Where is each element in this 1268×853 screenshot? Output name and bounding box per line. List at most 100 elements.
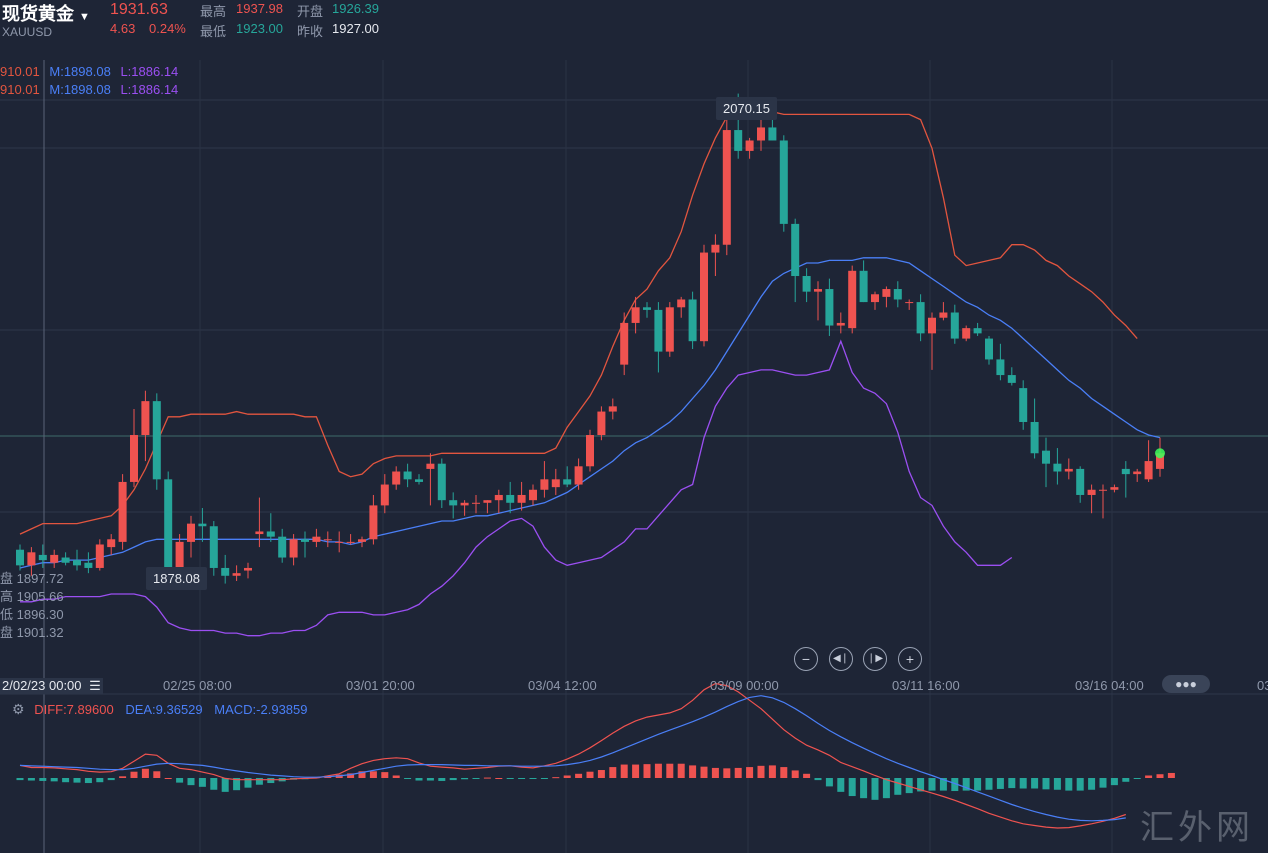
macd-histogram-bar [426, 778, 434, 781]
macd-histogram-bar [1042, 778, 1050, 790]
candle-body [597, 411, 606, 436]
candle-body [16, 549, 24, 566]
cursor-time: 2/02/23 00:00 ☰ [0, 678, 103, 694]
price-change-pct: 0.24% [149, 21, 186, 36]
crosshair-close: 盘 1901.32 [0, 625, 64, 640]
macd-histogram-bar [917, 778, 925, 792]
candle-body [688, 299, 697, 342]
time-axis: 2/02/23 00:00 ☰ 02/25 08:00 03/01 20:00 … [0, 675, 1268, 695]
candle-body [1099, 489, 1107, 491]
macd-histogram-bar [666, 763, 674, 778]
macd-histogram-bar [198, 778, 206, 787]
macd-histogram-bar [939, 778, 947, 791]
candle-body [175, 541, 184, 579]
macd-histogram-bar [141, 768, 149, 778]
macd-histogram-bar [96, 778, 104, 783]
macd-histogram-bar [1122, 778, 1130, 782]
first-icon[interactable]: ◀❘ [829, 647, 853, 671]
macd-histogram-bar [962, 778, 970, 791]
zoom-out-icon[interactable]: − [794, 647, 818, 671]
macd-histogram-bar [803, 773, 811, 778]
low-label: 最低 [200, 24, 227, 39]
candle-body [859, 270, 868, 303]
macd-histogram-bar [255, 778, 263, 785]
candle-body [152, 401, 161, 480]
candle-body [95, 544, 104, 568]
time-label: 03/11 16:00 [892, 678, 960, 693]
candle-body [403, 471, 412, 480]
time-label: 03/09 00:00 [710, 678, 779, 693]
candle-body [745, 140, 754, 151]
candle-body [472, 502, 480, 504]
macd-histogram-bar [472, 778, 480, 779]
macd-histogram-bar [1145, 775, 1153, 778]
last-icon[interactable]: ❘▶ [863, 647, 887, 671]
zoom-in-icon[interactable]: + [898, 647, 922, 671]
macd-histogram-bar [780, 767, 788, 778]
candle-body [266, 531, 275, 537]
candle-body [893, 289, 902, 300]
low-value: 1923.00 [236, 21, 283, 36]
candle-body [1007, 375, 1016, 383]
macd-histogram-bar [438, 778, 446, 781]
macd-histogram-bar [1110, 778, 1118, 786]
candle-body [1087, 489, 1096, 495]
candle-body [950, 312, 959, 339]
macd-histogram-bar [689, 765, 697, 778]
more-options-icon[interactable]: ●●● [1162, 675, 1210, 693]
price-change: 4.63 [110, 21, 136, 36]
caret-down-icon[interactable]: ▼ [79, 11, 90, 23]
candle-body [1042, 450, 1050, 464]
menu-icon[interactable]: ☰ [89, 678, 101, 693]
macd-dea: DEA:9.36529 [125, 702, 203, 717]
cursor-time-text: 2/02/23 00:00 [2, 678, 82, 693]
candle-body [973, 328, 982, 334]
candle-body [244, 567, 252, 571]
macd-histogram-bar [1031, 778, 1039, 789]
candle-body [289, 539, 298, 558]
candle-body [791, 223, 800, 277]
boll-mid-value: M:1898.08 [49, 82, 111, 97]
settings-icon[interactable]: ⚙ [12, 701, 25, 717]
macd-histogram-bar [711, 767, 719, 778]
instrument-symbol: XAUUSD [2, 25, 53, 39]
macd-histogram-bar [461, 778, 469, 780]
macd-histogram-bar [187, 778, 195, 786]
macd-legend: ⚙ DIFF:7.89600 DEA:9.36529 MACD:-2.93859 [12, 701, 308, 718]
candle-body [802, 276, 811, 292]
candle-body [164, 479, 173, 579]
macd-histogram-bar [985, 778, 993, 790]
candle-body [278, 536, 287, 558]
watermark: 汇外网 [1140, 809, 1254, 847]
macd-histogram-bar [632, 764, 640, 778]
macd-histogram-bar [620, 764, 628, 778]
macd-histogram-bar [164, 778, 172, 779]
boll-legend-row-1: 910.01 M:1898.08 L:1886.14 [0, 64, 178, 79]
candle-body [563, 479, 572, 485]
crosshair-high: 高 1905.66 [0, 589, 64, 604]
candle-body [209, 526, 218, 568]
candle-body [916, 302, 925, 334]
candle-body [323, 539, 332, 541]
macd-diff: DIFF:7.89600 [34, 702, 114, 717]
macd-histogram-bar [871, 778, 879, 800]
candle-body [506, 494, 515, 503]
macd-histogram-bar [1019, 778, 1027, 789]
macd-diff-line [19, 682, 1126, 829]
macd-histogram-bar [814, 778, 822, 781]
candle-body [700, 252, 708, 342]
low-marker: 1878.08 [146, 567, 207, 590]
macd-histogram-bar [176, 778, 184, 783]
candle-body [677, 299, 686, 308]
candle-body [312, 536, 321, 542]
instrument-name[interactable]: 现货黄金 ▼ [2, 0, 90, 26]
candle-body [620, 322, 629, 365]
candle-body [665, 307, 674, 352]
macd-histogram-bar [791, 770, 799, 778]
candle-body [1110, 487, 1119, 490]
macd-histogram-bar [392, 775, 400, 778]
candle-body [73, 560, 81, 566]
candle-body [255, 531, 264, 535]
candle-body [722, 130, 731, 245]
